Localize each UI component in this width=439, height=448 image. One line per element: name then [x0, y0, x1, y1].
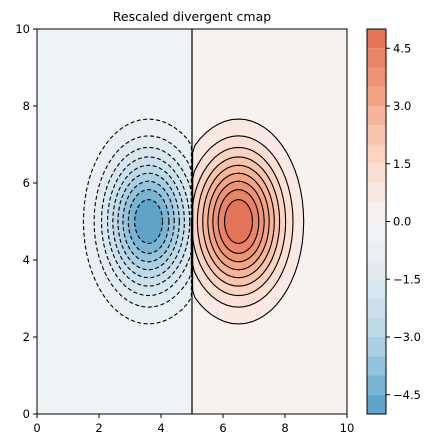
negative-contour-9 — [134, 199, 164, 244]
colorbar-tick-label: 0.0 — [393, 215, 411, 229]
colorbar-band-8 — [367, 260, 386, 280]
colorbar-band-6 — [367, 298, 386, 318]
plot-frame — [36, 28, 348, 415]
colorbar-band-12 — [367, 183, 386, 203]
positive-contour-6 — [207, 172, 270, 271]
positive-contour-4 — [196, 156, 281, 287]
negative-band-9 — [134, 199, 163, 244]
colorbar-band-2 — [367, 375, 386, 395]
colorbar-band-16 — [367, 106, 386, 126]
colorbar-tick-label: −3.0 — [393, 330, 421, 344]
x-tick-label: 6 — [219, 421, 226, 435]
colorbar-tick-label: 1.5 — [393, 157, 411, 171]
colorbar-band-19 — [367, 48, 386, 68]
colorbar-band-1 — [367, 394, 386, 414]
positive-band-9 — [224, 199, 253, 244]
colorbar-band-14 — [367, 144, 386, 164]
negative-contour-6 — [117, 172, 180, 271]
colorbar-tick-label: 4.5 — [393, 41, 411, 55]
colorbar-band-10 — [367, 221, 386, 241]
y-tick-label: 4 — [23, 253, 30, 267]
y-tick-label: 0 — [23, 407, 30, 421]
colorbar-band-15 — [367, 125, 386, 145]
colorbar-tick-label: −1.5 — [393, 272, 421, 286]
colorbar-tick-label: −4.5 — [393, 388, 421, 402]
positive-contour-5 — [202, 164, 275, 279]
positive-contour-7 — [212, 180, 265, 263]
x-tick-label: 8 — [281, 421, 288, 435]
colorbar-band-13 — [367, 163, 386, 183]
negative-contour-5 — [112, 164, 185, 279]
colorbar-band-17 — [367, 86, 386, 106]
y-tick-label: 8 — [23, 99, 30, 113]
x-tick-label: 10 — [340, 421, 355, 435]
colorbar-band-7 — [367, 279, 386, 299]
colorbar-band-20 — [367, 29, 386, 49]
colorbar: −4.5 −3.0 −1.5 0.0 1.5 3.0 4.5 — [366, 28, 421, 415]
colorbar-band-5 — [367, 317, 386, 337]
y-tick-label: 10 — [15, 22, 30, 36]
colorbar-tick-label: 3.0 — [393, 99, 411, 113]
negative-contour-3 — [100, 146, 192, 297]
positive-contour-8 — [217, 189, 260, 254]
colorbar-band-9 — [367, 240, 386, 260]
negative-contour-7 — [122, 180, 175, 263]
axes: 0 2 4 6 8 10 0 2 4 6 8 10 — [15, 22, 354, 435]
positive-contour-3 — [192, 146, 287, 297]
negative-contour-2 — [93, 135, 192, 308]
negative-contour-4 — [106, 156, 191, 287]
plot-area — [37, 29, 347, 414]
chart-title: Rescaled divergent cmap — [113, 9, 271, 24]
y-tick-label: 2 — [23, 330, 30, 344]
x-tick-label: 0 — [33, 421, 40, 435]
x-tick-label: 4 — [157, 421, 164, 435]
colorbar-band-18 — [367, 67, 386, 87]
x-tick-label: 2 — [95, 421, 102, 435]
colorbar-band-11 — [367, 202, 386, 222]
negative-contour-1 — [82, 118, 192, 325]
y-tick-label: 6 — [23, 176, 30, 190]
positive-contour-9 — [224, 199, 253, 244]
colorbar-band-4 — [367, 337, 386, 357]
colorbar-band-3 — [367, 356, 386, 376]
